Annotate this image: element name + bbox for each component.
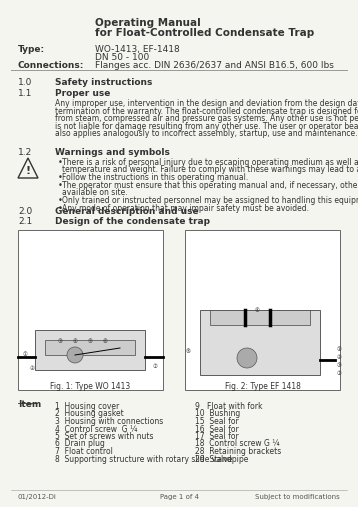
Text: DN 50 - 100: DN 50 - 100 [95,53,149,62]
Text: 8  Supporting structure with rotary slide valve: 8 Supporting structure with rotary slide… [55,454,232,463]
Text: The operator must ensure that this operating manual and, if necessary, other rel: The operator must ensure that this opera… [62,181,358,190]
Text: Page 1 of 4: Page 1 of 4 [160,494,198,500]
Text: 29  Standpipe: 29 Standpipe [195,454,248,463]
Text: 18  Control screw G ¼: 18 Control screw G ¼ [195,440,280,449]
Text: ①: ① [337,347,342,352]
Circle shape [67,347,83,363]
Bar [45,340,135,355]
Text: from steam, compressed air and pressure gas systems. Any other use is not permis: from steam, compressed air and pressure … [55,114,358,123]
Text: !: ! [25,166,30,176]
Text: Fig. 2: Type EF 1418: Fig. 2: Type EF 1418 [225,382,301,391]
Text: 2.1: 2.1 [18,217,32,226]
Text: 6  Drain plug: 6 Drain plug [55,440,105,449]
Text: 16  Seal for: 16 Seal for [195,424,239,433]
Text: ②: ② [30,366,34,371]
Text: temperature and weight. Failure to comply with these warnings may lead to accide: temperature and weight. Failure to compl… [62,165,358,174]
Text: •: • [58,181,63,190]
Text: is not liable for damage resulting from any other use. The user or operator bear: is not liable for damage resulting from … [55,122,358,130]
Text: 28  Retaining brackets: 28 Retaining brackets [195,447,281,456]
Text: Subject to modifications: Subject to modifications [255,494,340,500]
Text: available on site.: available on site. [62,188,127,197]
Text: •: • [58,204,63,213]
Text: ③: ③ [58,339,62,344]
Text: Warnings and symbols: Warnings and symbols [55,148,170,157]
Text: ①: ① [23,352,28,357]
Text: 17  Seal for: 17 Seal for [195,432,239,441]
Text: 1.1: 1.1 [18,89,32,98]
Text: Any mode of operation that may impair safety must be avoided.: Any mode of operation that may impair sa… [62,204,309,213]
FancyBboxPatch shape [185,230,340,390]
Text: for Float-Controlled Condensate Trap: for Float-Controlled Condensate Trap [95,28,314,38]
Circle shape [237,348,257,368]
Text: General description and use: General description and use [55,207,199,216]
Text: Flanges acc. DIN 2636/2637 and ANSI B16.5, 600 lbs: Flanges acc. DIN 2636/2637 and ANSI B16.… [95,61,334,70]
Text: 2.0: 2.0 [18,207,32,216]
Bar [210,310,310,325]
Text: 10  Bushing: 10 Bushing [195,410,240,418]
Text: Proper use: Proper use [55,89,110,98]
Text: 1.0: 1.0 [18,78,32,87]
Text: WO-1413, EF-1418: WO-1413, EF-1418 [95,45,180,54]
Text: •: • [58,196,63,205]
Text: 5  Set of screws with nuts: 5 Set of screws with nuts [55,432,154,441]
FancyBboxPatch shape [18,230,163,390]
Text: Design of the condensate trap: Design of the condensate trap [55,217,210,226]
Text: •: • [58,158,63,167]
Text: 9   Float with fork: 9 Float with fork [195,402,262,411]
Text: 15  Seal for: 15 Seal for [195,417,239,426]
Text: ④: ④ [255,308,260,313]
Text: ⑦: ⑦ [153,364,158,369]
Text: •: • [58,173,63,182]
Bar [35,330,145,370]
Text: 1  Housing cover: 1 Housing cover [55,402,119,411]
Text: ②: ② [337,355,342,360]
Text: There is a risk of personal injury due to escaping operating medium as well as b: There is a risk of personal injury due t… [62,158,358,167]
Text: 7  Float control: 7 Float control [55,447,113,456]
Bar [200,310,320,375]
Text: 4  Control screw  G ¼: 4 Control screw G ¼ [55,424,137,433]
Text: Operating Manual: Operating Manual [95,18,201,28]
Text: Fig. 1: Type WO 1413: Fig. 1: Type WO 1413 [50,382,130,391]
Text: ⑤: ⑤ [186,349,191,354]
Text: ⑦: ⑦ [337,371,342,376]
Text: Follow the instructions in this operating manual.: Follow the instructions in this operatin… [62,173,248,182]
Text: termination of the warranty. The float-controlled condensate trap is designed fo: termination of the warranty. The float-c… [55,106,358,116]
Text: ④: ④ [73,339,77,344]
Text: also applies analogously to incorrect assembly, startup, use and maintenance.: also applies analogously to incorrect as… [55,129,358,138]
Text: Safety instructions: Safety instructions [55,78,153,87]
Text: Item: Item [18,400,41,409]
Text: ⑤: ⑤ [88,339,92,344]
Text: ⑥: ⑥ [102,339,107,344]
Text: Type:: Type: [18,45,45,54]
Text: Connections:: Connections: [18,61,84,70]
Text: 1.2: 1.2 [18,148,32,157]
Text: Only trained or instructed personnel may be assigned to handling this equipment.: Only trained or instructed personnel may… [62,196,358,205]
Text: 2  Housing gasket: 2 Housing gasket [55,410,124,418]
Text: ③: ③ [337,363,342,368]
Text: 01/2012-Di: 01/2012-Di [18,494,57,500]
Text: 3  Housing with connections: 3 Housing with connections [55,417,163,426]
Text: Any improper use, intervention in the design and deviation from the design data : Any improper use, intervention in the de… [55,99,358,108]
